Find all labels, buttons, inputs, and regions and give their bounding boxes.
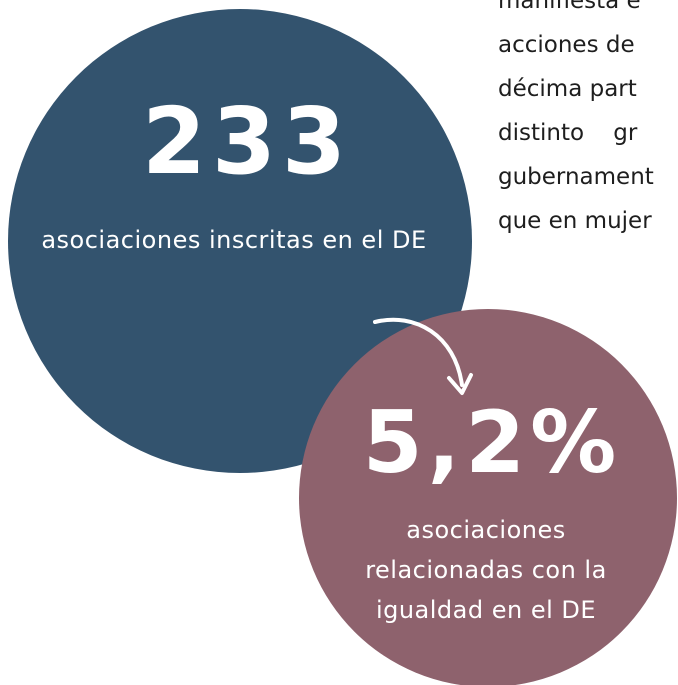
arrow-head xyxy=(447,373,473,395)
stat-caption-line: relacionadas con la xyxy=(365,556,607,584)
side-text-line: manifiesta e xyxy=(498,0,641,14)
stat-value: 5,2% xyxy=(363,393,622,493)
side-text: manifiesta e acciones de décima part dis… xyxy=(498,0,654,234)
stat-caption-line: igualdad en el DE xyxy=(376,596,596,624)
arrow xyxy=(373,317,464,387)
side-text-line: acciones de xyxy=(498,32,635,58)
side-text-line: que en mujer xyxy=(498,208,652,234)
stat-caption-line: asociaciones xyxy=(406,516,566,544)
circle-share xyxy=(299,309,677,685)
side-text-line: décima part xyxy=(498,76,637,102)
stat-caption: asociaciones inscritas en el DE xyxy=(41,226,426,254)
side-text-line: distinto gr xyxy=(498,120,638,146)
stat-value: 233 xyxy=(142,88,352,195)
side-text-line: gubernament xyxy=(498,164,654,190)
circle-total xyxy=(8,9,472,473)
